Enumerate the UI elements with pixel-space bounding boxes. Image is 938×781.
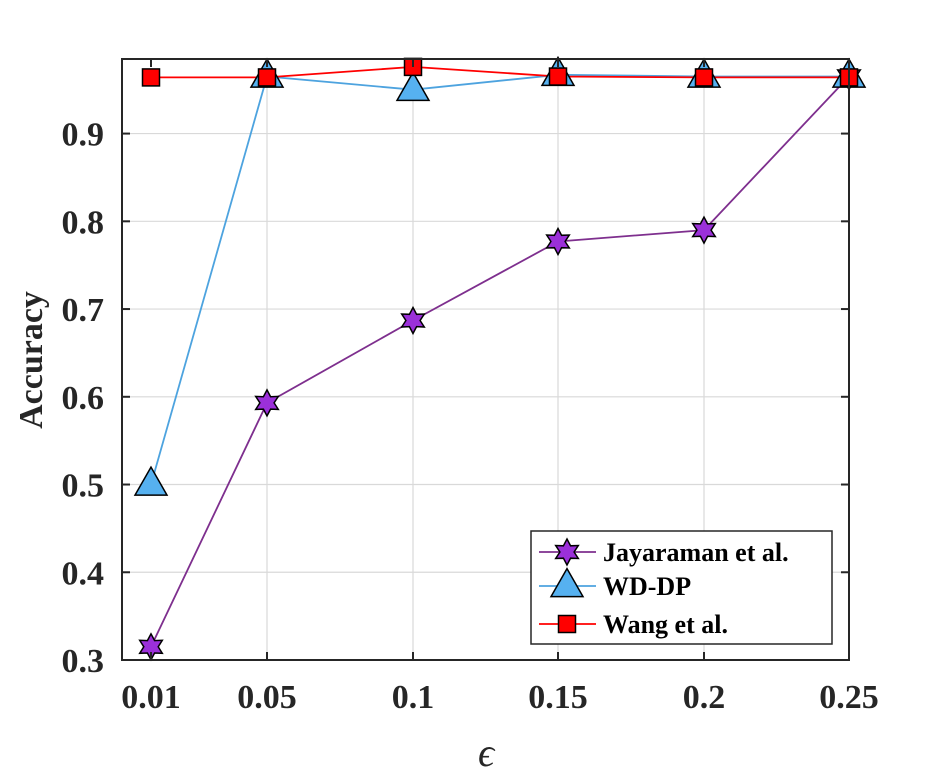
series-line-wang-et-al	[151, 65, 849, 79]
x-axis-label: ϵ	[478, 730, 496, 775]
y-tick-label: 0.7	[62, 292, 105, 329]
y-tick-label: 0.5	[62, 468, 105, 505]
y-tick-label: 0.9	[62, 117, 105, 154]
data-point-wang-et-al	[141, 68, 161, 87]
legend-label-jayaraman-et-al: Jayaraman et al.	[603, 538, 789, 567]
y-tick-label: 0.3	[62, 643, 105, 680]
grid	[122, 59, 849, 661]
legend-label-wang-et-al: Wang et al.	[603, 610, 728, 639]
x-tick-label: 0.15	[528, 679, 588, 716]
legend-marker-jayaraman-et-al	[554, 537, 580, 567]
legend-box	[530, 530, 833, 645]
data-point-wd-dp	[133, 465, 169, 496]
axis-ticks	[122, 59, 850, 661]
data-point-wang-et-al	[694, 68, 714, 87]
data-point-jayaraman-et-al	[400, 305, 426, 336]
data-point-wang-et-al	[257, 68, 277, 87]
data-point-wang-et-al	[548, 67, 568, 86]
legend-marker-wang-et-al	[557, 614, 577, 634]
x-tick-labels: 0.01 0.05 0.1 0.15 0.2 0.25	[121, 679, 879, 716]
y-tick-label: 0.6	[62, 380, 105, 417]
x-tick-label: 0.05	[237, 679, 297, 716]
y-tick-label: 0.8	[62, 204, 105, 241]
x-tick-label: 0.01	[121, 679, 181, 716]
legend-marker-wd-dp	[549, 567, 585, 598]
x-tick-label: 0.2	[683, 679, 726, 716]
x-tick-label: 0.1	[392, 679, 435, 716]
plot-frame	[121, 58, 850, 661]
data-point-jayaraman-et-al	[254, 388, 280, 418]
y-tick-labels: 0.3 0.4 0.5 0.6 0.7 0.8 0.9	[62, 117, 105, 680]
x-tick-label: 0.25	[819, 679, 879, 716]
data-point-jayaraman-et-al	[545, 226, 571, 257]
y-tick-label: 0.4	[62, 555, 105, 592]
data-point-wd-dp	[395, 70, 431, 102]
series-lines	[150, 65, 850, 648]
legend-label-wd-dp: WD-DP	[603, 572, 691, 601]
y-axis-label: Accuracy	[13, 291, 50, 429]
data-point-jayaraman-et-al	[691, 215, 717, 245]
series-line-jayaraman-et-al	[150, 75, 850, 648]
series-line-wd-dp	[150, 73, 849, 485]
legend: Jayaraman et al. WD-DP Wang et al.	[530, 530, 833, 645]
